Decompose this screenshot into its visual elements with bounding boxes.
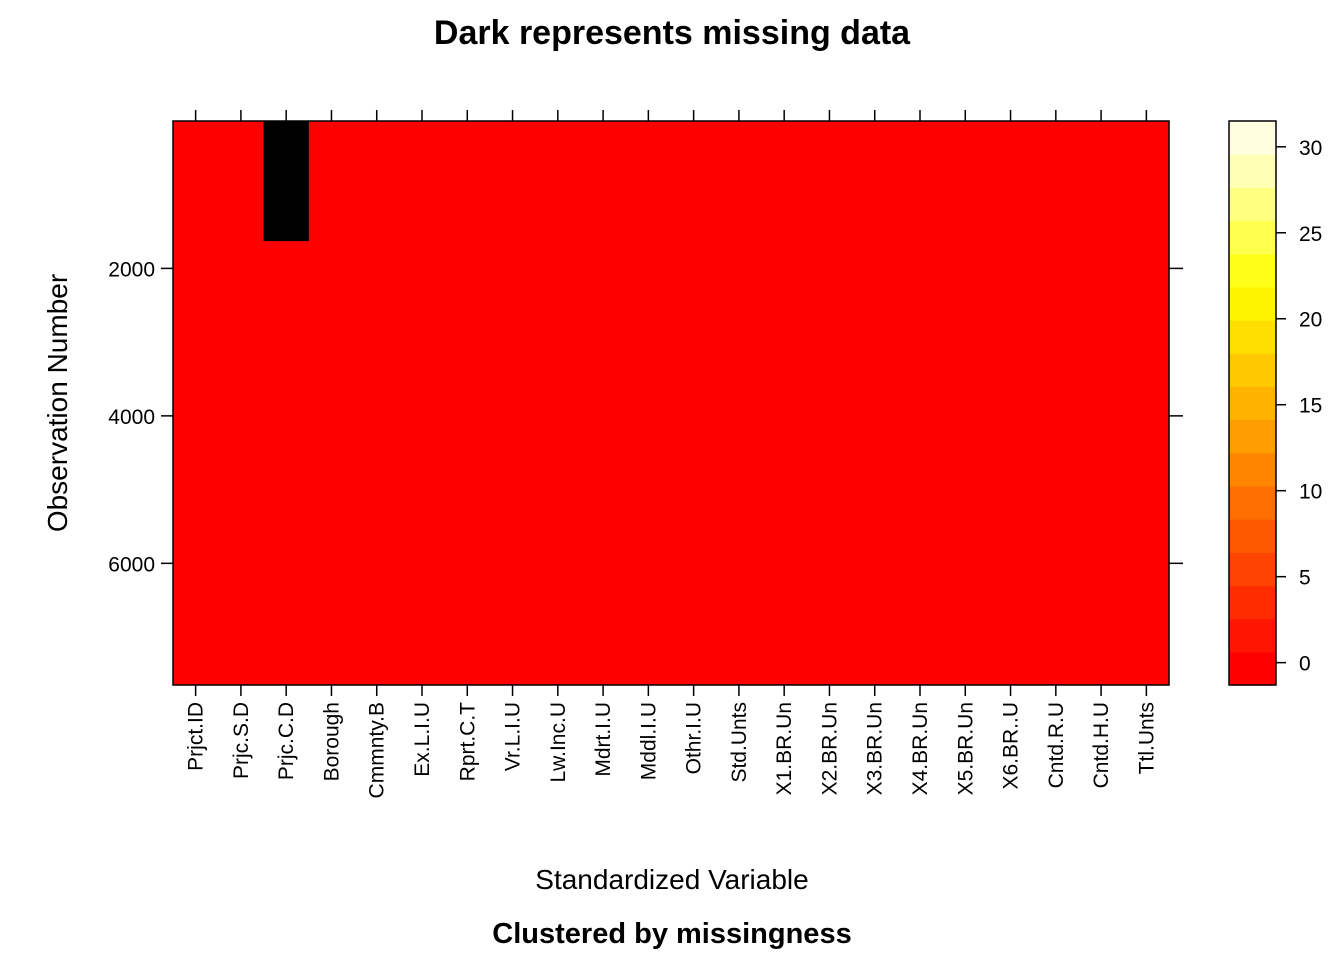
colorbar-tick-label: 20 [1299, 309, 1322, 332]
colorbar-tick-label: 25 [1299, 223, 1322, 246]
x-tick-label: Othr.I.U [683, 702, 706, 774]
x-tick-label: Prjc.C.D [275, 702, 298, 780]
heatmap-column-Cntd.R.U [1033, 121, 1080, 685]
heatmap-column-Cmmnty.B [354, 121, 400, 685]
colorbar-tick-label: 0 [1299, 653, 1311, 676]
y-axis-label: Observation Number [42, 274, 73, 532]
colorbar-swatch [1229, 121, 1276, 155]
heatmap-column-Std.Unts [716, 121, 763, 685]
heatmap-column-Othr.I.U [671, 121, 717, 685]
colorbar-swatch [1229, 220, 1276, 255]
colorbar-swatch [1229, 154, 1276, 188]
x-tick-label: Vr.L.I.U [502, 702, 525, 771]
heatmap-column-Ex.L.I.U [399, 121, 446, 685]
x-tick-label: Ex.L.I.U [411, 702, 434, 777]
x-tick-label: X3.BR.Un [864, 702, 887, 795]
x-tick-label: Ttl.Unts [1135, 702, 1158, 774]
heatmap-column-Rprt.C.T [444, 121, 491, 685]
x-tick-label: Mdrt.I.U [592, 702, 615, 777]
x-tick-label: Borough [320, 702, 343, 781]
x-tick-label: Cmmnty.B [366, 702, 389, 798]
x-tick-label: X5.BR.Un [954, 702, 977, 795]
colorbar-frame [1228, 120, 1277, 686]
colorbar-swatch [1229, 353, 1276, 388]
heatmap-column-X6.BR..U [987, 121, 1034, 685]
x-axis-label: Standardized Variable [535, 864, 808, 895]
x-tick-label: Rprt.C.T [456, 702, 479, 782]
colorbar-swatch [1229, 485, 1276, 520]
heatmap-column-X4.BR.Un [897, 121, 944, 685]
heatmap-column-X1.BR.Un [761, 121, 808, 685]
heatmap-column-Cntd.H.U [1078, 121, 1125, 685]
colorbar: 0 5 10 15 20 25 30 [1229, 121, 1322, 686]
x-tick-label: Mddl.I.U [637, 702, 660, 780]
heatmap-cells [173, 121, 1170, 685]
heatmap-column-Prjct.ID [173, 121, 219, 685]
x-tick-label: Std.Unts [728, 702, 751, 783]
heatmap-column-X3.BR.Un [852, 121, 898, 685]
colorbar-swatch [1229, 386, 1276, 421]
y-tick-label: 4000 [108, 406, 155, 429]
colorbar-swatch [1229, 552, 1276, 587]
chart-title: Dark represents missing data [434, 14, 911, 52]
y-axis: 2000 4000 6000 [108, 258, 1183, 576]
heatmap-column-Ttl.Unts [1123, 121, 1170, 685]
heatmap-column-Prjc.S.D [218, 121, 265, 685]
colorbar-swatch [1229, 585, 1276, 620]
x-tick-label: X6.BR..U [1000, 702, 1023, 790]
heatmap-column-Vr.L.I.U [489, 121, 536, 685]
heatmap-column-Borough [308, 121, 355, 685]
colorbar-tick-label: 30 [1299, 137, 1322, 160]
colorbar-swatch [1229, 419, 1276, 454]
x-tick-label: Cntd.H.U [1090, 702, 1113, 788]
heatmap-column-Mdrt.I.U [580, 121, 627, 685]
colorbar-swatch [1229, 286, 1276, 321]
colorbar-tick-label: 5 [1299, 567, 1311, 590]
y-tick-label: 6000 [108, 553, 155, 576]
colorbar-tick-label: 10 [1299, 481, 1322, 504]
x-tick-label: X2.BR.Un [818, 702, 841, 795]
x-tick-label: Cntd.R.U [1045, 702, 1068, 788]
heatmap-column-Mddl.I.U [625, 121, 672, 685]
colorbar-swatch [1229, 452, 1276, 487]
colorbar-swatch [1229, 618, 1276, 653]
colorbar-swatch [1229, 519, 1276, 553]
x-tick-label: Prjc.S.D [230, 702, 253, 779]
chart-subtitle: Clustered by missingness [492, 918, 851, 950]
colorbar-tick-label: 15 [1299, 395, 1322, 418]
x-tick-label: X4.BR.Un [909, 702, 932, 795]
heatmap-column-X2.BR.Un [806, 121, 853, 685]
heatmap-column-X5.BR.Un [942, 121, 989, 685]
x-tick-label: Prjct.ID [185, 702, 208, 771]
x-tick-label: X1.BR.Un [773, 702, 796, 795]
colorbar-swatch [1229, 253, 1276, 288]
missing-block-Prjc.C.D [263, 121, 309, 242]
y-tick-label: 2000 [108, 258, 155, 281]
plot-frame [172, 120, 1170, 686]
colorbar-swatch [1229, 651, 1276, 686]
colorbar-swatch [1229, 320, 1276, 354]
heatmap-column-Lw.Inc.U [535, 121, 582, 685]
x-axis: Prjct.ID Prjc.S.D Prjc.C.D Borough Cmmnty.B E… [185, 110, 1158, 798]
x-tick-label: Lw.Inc.U [547, 702, 570, 783]
colorbar-swatch [1229, 187, 1276, 222]
